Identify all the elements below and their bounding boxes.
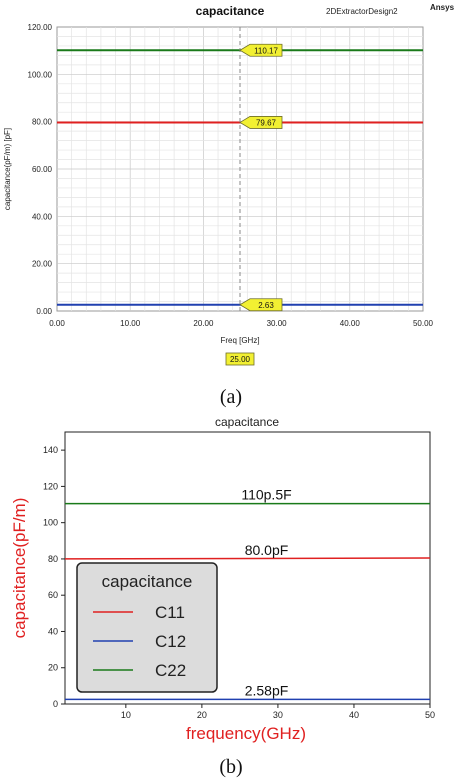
- chart-b-data-label: 2.58pF: [245, 682, 289, 698]
- chart-a-x-tick-label: 50.00: [413, 319, 434, 328]
- chart-b-x-tick-label: 40: [349, 710, 359, 720]
- chart-a-y-tick-label: 60.00: [32, 165, 53, 174]
- chart-b-x-axis-label: frequency(GHz): [186, 724, 306, 743]
- caption-b: (b): [219, 756, 242, 778]
- chart-a-marker-x-label: 25.00: [230, 355, 251, 364]
- chart-b-data-label: 110p.5F: [241, 487, 291, 503]
- chart-b-x-tick-label: 20: [197, 710, 207, 720]
- chart-b-y-tick-label: 80: [48, 554, 58, 564]
- chart-b-y-tick-label: 0: [53, 699, 58, 709]
- chart-a-x-tick-label: 40.00: [340, 319, 361, 328]
- chart-a-y-tick-label: 120.00: [28, 23, 53, 32]
- chart-a-y-tick-label: 40.00: [32, 212, 53, 221]
- chart-a-y-tick-label: 80.00: [32, 118, 53, 127]
- chart-a-marker-tag-box: [239, 116, 283, 129]
- chart-b-legend-box: [76, 562, 218, 693]
- chart-a-marker-tag-box: [239, 43, 283, 57]
- chart-a-marker-tag: 2.63: [239, 298, 283, 312]
- chart-a-y-tick-label: 100.00: [28, 70, 53, 79]
- chart-b-legend-entry: C22: [155, 661, 186, 680]
- chart-a-x-axis-label: Freq [GHz]: [220, 336, 259, 345]
- chart-b-x-tick-label: 30: [273, 710, 283, 720]
- chart-a-x-tick-label: 10.00: [120, 319, 141, 328]
- chart-b-y-tick-label: 60: [48, 590, 58, 600]
- chart-a-title: capacitance: [196, 4, 265, 18]
- chart-a-marker-value-label: 79.67: [256, 118, 277, 127]
- chart-b-x-tick-label: 50: [425, 710, 435, 720]
- chart-b-legend: capacitance C11 C12 C22: [76, 562, 218, 693]
- chart-a-marker-value-label: 2.63: [258, 301, 274, 310]
- chart-b-legend-title: capacitance: [102, 572, 193, 591]
- chart-b-legend-entry: C11: [155, 603, 185, 622]
- chart-a-y-tick-label: 20.00: [32, 260, 53, 269]
- chart-b-y-tick-label: 120: [43, 481, 58, 491]
- chart-b-title: capacitance: [215, 415, 279, 429]
- chart-b-y-tick-label: 40: [48, 626, 58, 636]
- chart-a-brand-label: Ansys: [430, 3, 455, 12]
- caption-a: (a): [220, 386, 242, 408]
- chart-a-design-name: 2DExtractorDesign2: [326, 7, 398, 16]
- chart-b-y-tick-label: 100: [43, 518, 58, 528]
- chart-b-legend-entry: C12: [155, 632, 186, 651]
- chart-a-y-axis-label: capacitance(pF/m) [pF]: [3, 128, 12, 210]
- chart-a-x-tick-label: 20.00: [193, 319, 214, 328]
- chart-b-series-line: [64, 557, 431, 560]
- chart-a-x-tick-label: 30.00: [267, 319, 288, 328]
- chart-a-marker-value-label: 110.17: [254, 46, 278, 55]
- chart-a-marker-tag-box: [239, 298, 283, 312]
- chart-b-y-tick-label: 140: [43, 445, 58, 455]
- chart-b-y-axis-label: capacitance(pF/m): [10, 498, 29, 639]
- chart-a-y-tick-label: 0.00: [36, 307, 52, 316]
- chart-a-marker-tag: 110.17: [239, 43, 283, 57]
- chart-a-marker-tag: 79.67: [239, 116, 283, 129]
- chart-b-x-tick-label: 10: [121, 710, 131, 720]
- chart-b-data-label: 80.0pF: [245, 542, 289, 558]
- chart-a-marker-x-badge: [225, 352, 255, 366]
- chart-b-y-tick-label: 20: [48, 663, 58, 673]
- chart-a-x-tick-label: 0.00: [49, 319, 65, 328]
